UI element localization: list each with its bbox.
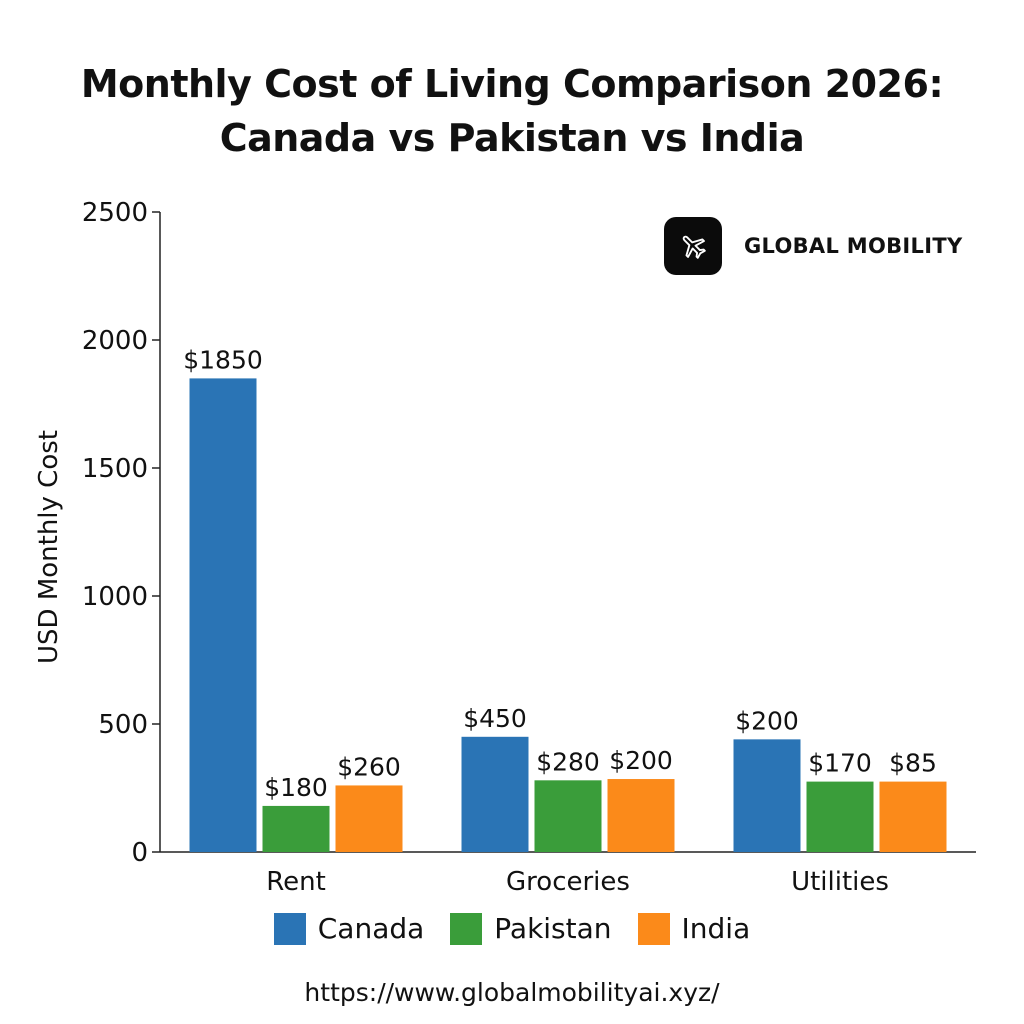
data-label-groceries-india: $200 [609, 746, 673, 775]
legend-swatch-canada [273, 912, 306, 945]
x-tick-label: Rent [266, 867, 326, 897]
legend-swatch-pakistan [450, 912, 483, 945]
airplane-icon [664, 217, 722, 275]
y-tick-label: 1500 [82, 454, 148, 484]
bar-groceries-canada [461, 736, 529, 852]
legend-item-india: India [637, 912, 751, 945]
data-label-rent-pakistan: $180 [264, 773, 328, 802]
y-axis-title: USD Monthly Cost [34, 430, 64, 664]
y-tick-label: 0 [131, 838, 148, 868]
legend-label-canada: Canada [317, 912, 425, 945]
legend-swatch-india [637, 912, 670, 945]
chart-title-line-2: Canada vs Pakistan vs India [219, 116, 805, 160]
bar-utilities-india [879, 781, 947, 852]
y-tick-label: 500 [98, 710, 148, 740]
data-label-utilities-india: $85 [889, 749, 937, 778]
data-label-utilities-canada: $200 [735, 706, 799, 735]
footer-url-link[interactable]: https://www.globalmobilityai.xyz/ [304, 978, 720, 1007]
brand-logo: GLOBAL MOBILITY [664, 217, 962, 275]
y-tick-label: 2500 [82, 198, 148, 228]
bar-utilities-pakistan [806, 781, 874, 852]
legend-item-pakistan: Pakistan [450, 912, 612, 945]
legend-label-india: India [681, 912, 751, 945]
bar-rent-pakistan [262, 805, 330, 852]
bar-groceries-india [607, 779, 675, 852]
chart-title-line-1: Monthly Cost of Living Comparison 2026: [80, 62, 944, 106]
legend-item-canada: Canada [273, 912, 425, 945]
x-tick-label: Groceries [506, 867, 630, 897]
legend-label-pakistan: Pakistan [494, 912, 612, 945]
data-label-utilities-pakistan: $170 [808, 749, 872, 778]
y-tick-label: 1000 [82, 582, 148, 612]
y-tick-label: 2000 [82, 326, 148, 356]
bar-rent-canada [189, 378, 257, 852]
bar-utilities-canada [733, 739, 801, 852]
bar-rent-india [335, 785, 403, 852]
x-tick-label: Utilities [791, 867, 889, 897]
bar-groceries-pakistan [534, 780, 602, 852]
data-label-groceries-canada: $450 [463, 704, 527, 733]
data-label-groceries-pakistan: $280 [536, 747, 600, 776]
data-label-rent-india: $260 [337, 752, 401, 781]
data-label-rent-canada: $1850 [183, 345, 263, 374]
brand-name: GLOBAL MOBILITY [744, 234, 963, 258]
chart-legend: Canada Pakistan India [0, 912, 1024, 945]
